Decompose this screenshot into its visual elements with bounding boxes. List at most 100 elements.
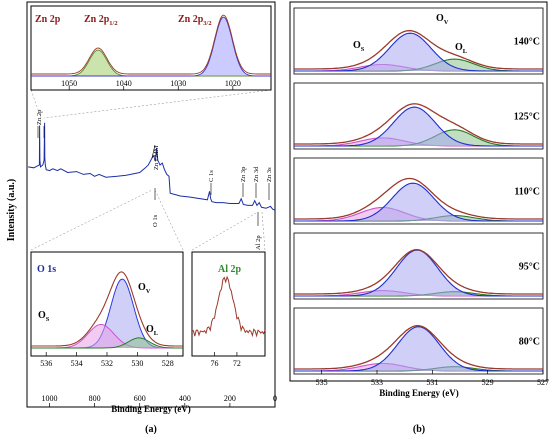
panel-a-x-tick-label-5: 0 [273, 394, 277, 403]
subplot-0-line-OV [294, 32, 543, 72]
subplot-3: 95°C [293, 232, 544, 300]
subplot-3-fill-OS [294, 290, 543, 296]
subplot-4-temp-label: 80°C [519, 336, 540, 347]
panel-b-x-tick-label-4: 527 [537, 378, 549, 387]
subplot-3-temp-label: 95°C [519, 261, 540, 272]
annotation-zn3s: Zn 3s [266, 167, 273, 182]
o1s-x-tick-label-0: 536 [40, 359, 52, 368]
panel-a: 1000 800 600 400 200 0 Binding Energy (eV) (a… [6, 1, 277, 435]
subplot-2-fill-OV [294, 183, 543, 221]
subplot-1-fill-OS [294, 137, 543, 146]
panel-a-caption: (a) [145, 424, 157, 435]
annotation-al2p: Al 2p [255, 235, 262, 250]
inset-al2p-ticks: 76 72 [210, 352, 241, 368]
annotation-zn2p: Zn 2p [36, 110, 43, 125]
inset-al2p-title: Al 2p [218, 264, 242, 275]
inset-al2p-spectrum [191, 275, 266, 338]
subplot-0-temp-label: 140°C [514, 36, 540, 47]
subplot-2: 110°C [293, 157, 544, 225]
connector-zn2p-right [43, 89, 272, 119]
inset-o1s-os-label: OS [38, 310, 50, 323]
inset-connectors [30, 89, 272, 251]
subplot-1-envelope [294, 103, 543, 145]
panel-b-x-label: Binding Energy (eV) [379, 388, 459, 398]
subplot-2-temp-label: 110°C [514, 186, 540, 197]
peak-label-zn2p12: Zn 2p1/2 [84, 14, 118, 27]
subplot-3-envelope [294, 249, 543, 295]
subplot-1-fill-OL [294, 129, 543, 146]
panel-a-x-tick-label-2: 600 [134, 394, 146, 403]
subplot-2-fill-OL [294, 215, 543, 221]
panel-a-frame [26, 1, 276, 408]
subplot-4-fill-OS [294, 363, 543, 371]
zn-envelope-line [31, 14, 271, 75]
subplot-2-fill-OS [294, 207, 543, 221]
panel-a-x-label: Binding Energy (eV) [111, 404, 191, 414]
o1s-component-line-OL [31, 337, 183, 349]
al-x-tick-label-1: 72 [233, 359, 241, 368]
panel-a-x-tick-label-3: 400 [179, 394, 191, 403]
o1s-envelope-line [31, 271, 183, 347]
subplot-0: 140°C [293, 7, 544, 75]
inset-al2p-frame [191, 251, 266, 357]
inset-al2p: 76 72 Al 2p [191, 251, 266, 368]
panel-b-ol-label: OL [455, 42, 468, 55]
inset-zn2p-title: Zn 2p [35, 14, 61, 25]
zn-x-tick-label-0: 1050 [61, 79, 77, 88]
peak-label-zn2p32: Zn 2p3/2 [178, 14, 212, 27]
annotation-zn-lmm-arrow [151, 144, 156, 159]
inset-o1s-ol-label: OL [146, 324, 159, 337]
connector-al2p-left [191, 211, 259, 251]
zn-x-tick-label-2: 1030 [170, 79, 186, 88]
annotation-c1s: C 1s [208, 170, 215, 182]
connector-o1s-right [154, 189, 184, 251]
annotation-o1s: O 1s [152, 214, 159, 227]
o1s-component-fill-OS [31, 324, 183, 348]
panel-a-x-tick-label-4: 200 [224, 394, 236, 403]
inset-o1s-ov-label: OV [138, 282, 151, 295]
zn-x-tick-label-1: 1040 [116, 79, 132, 88]
panel-b-x-ticks: 535 533 531 529 527 [316, 370, 549, 387]
subplot-0-envelope [294, 30, 543, 70]
subplot-4-line-OV [294, 326, 543, 372]
zn-peak-fill-1 [31, 17, 271, 77]
annotation-zn3d: Zn 3d [253, 166, 260, 182]
subplot-4: 80°C [293, 307, 544, 375]
panel-b-subplots: 140°C 125°C 110°C 95°C 80°C [293, 7, 544, 375]
panel-a-y-label: Intensity (a.u.) [6, 179, 17, 242]
subplot-4-envelope [294, 325, 543, 370]
panel-b-component-labels: OS OV OL [353, 13, 468, 55]
o1s-x-tick-label-1: 534 [71, 359, 83, 368]
zn-peak-fill-0 [31, 50, 271, 76]
connector-o1s-left [30, 189, 153, 251]
subplot-1-line-OV [294, 106, 543, 147]
inset-zn2p-peaks [31, 14, 271, 77]
inset-zn2p: 1050 1040 1030 1020 Zn 2p Zn 2p1/2 Zn 2p3/2 [30, 5, 272, 91]
subplot-4-fill-OV [294, 326, 543, 371]
panel-b-ov-label: OV [436, 13, 449, 26]
panel-a-x-ticks: 1000 800 600 400 200 0 [42, 394, 277, 407]
annotation-zn3p: Zn 3p [240, 167, 247, 182]
subplot-4-fill-OL [294, 366, 543, 371]
o1s-component-fill-OL [31, 337, 183, 348]
inset-o1s-ticks: 536 534 532 530 528 [40, 352, 174, 368]
connector-zn2p-left [30, 89, 42, 119]
zn-x-tick-label-3: 1020 [225, 79, 241, 88]
inset-zn2p-ticks: 1050 1040 1030 1020 [61, 79, 241, 90]
panel-b-x-tick-label-2: 531 [426, 378, 438, 387]
subplot-1-temp-label: 125°C [514, 111, 540, 122]
panel-a-x-tick-label-0: 1000 [42, 394, 58, 403]
subplot-0-fill-OV [294, 33, 543, 71]
connector-al2p-right [261, 211, 266, 251]
subplot-2-envelope [294, 177, 543, 220]
panel-a-x-tick-label-1: 800 [89, 394, 101, 403]
o1s-x-tick-label-3: 530 [131, 359, 143, 368]
panel-b-x-tick-label-3: 529 [482, 378, 494, 387]
zn-peak-line-1 [31, 16, 271, 77]
subplot-3-fill-OL [294, 291, 543, 296]
subplot-1: 125°C [293, 82, 544, 150]
panel-b-os-label: OS [353, 40, 365, 53]
panel-b-x-tick-label-0: 535 [316, 378, 328, 387]
inset-o1s-title: O 1s [37, 264, 56, 275]
